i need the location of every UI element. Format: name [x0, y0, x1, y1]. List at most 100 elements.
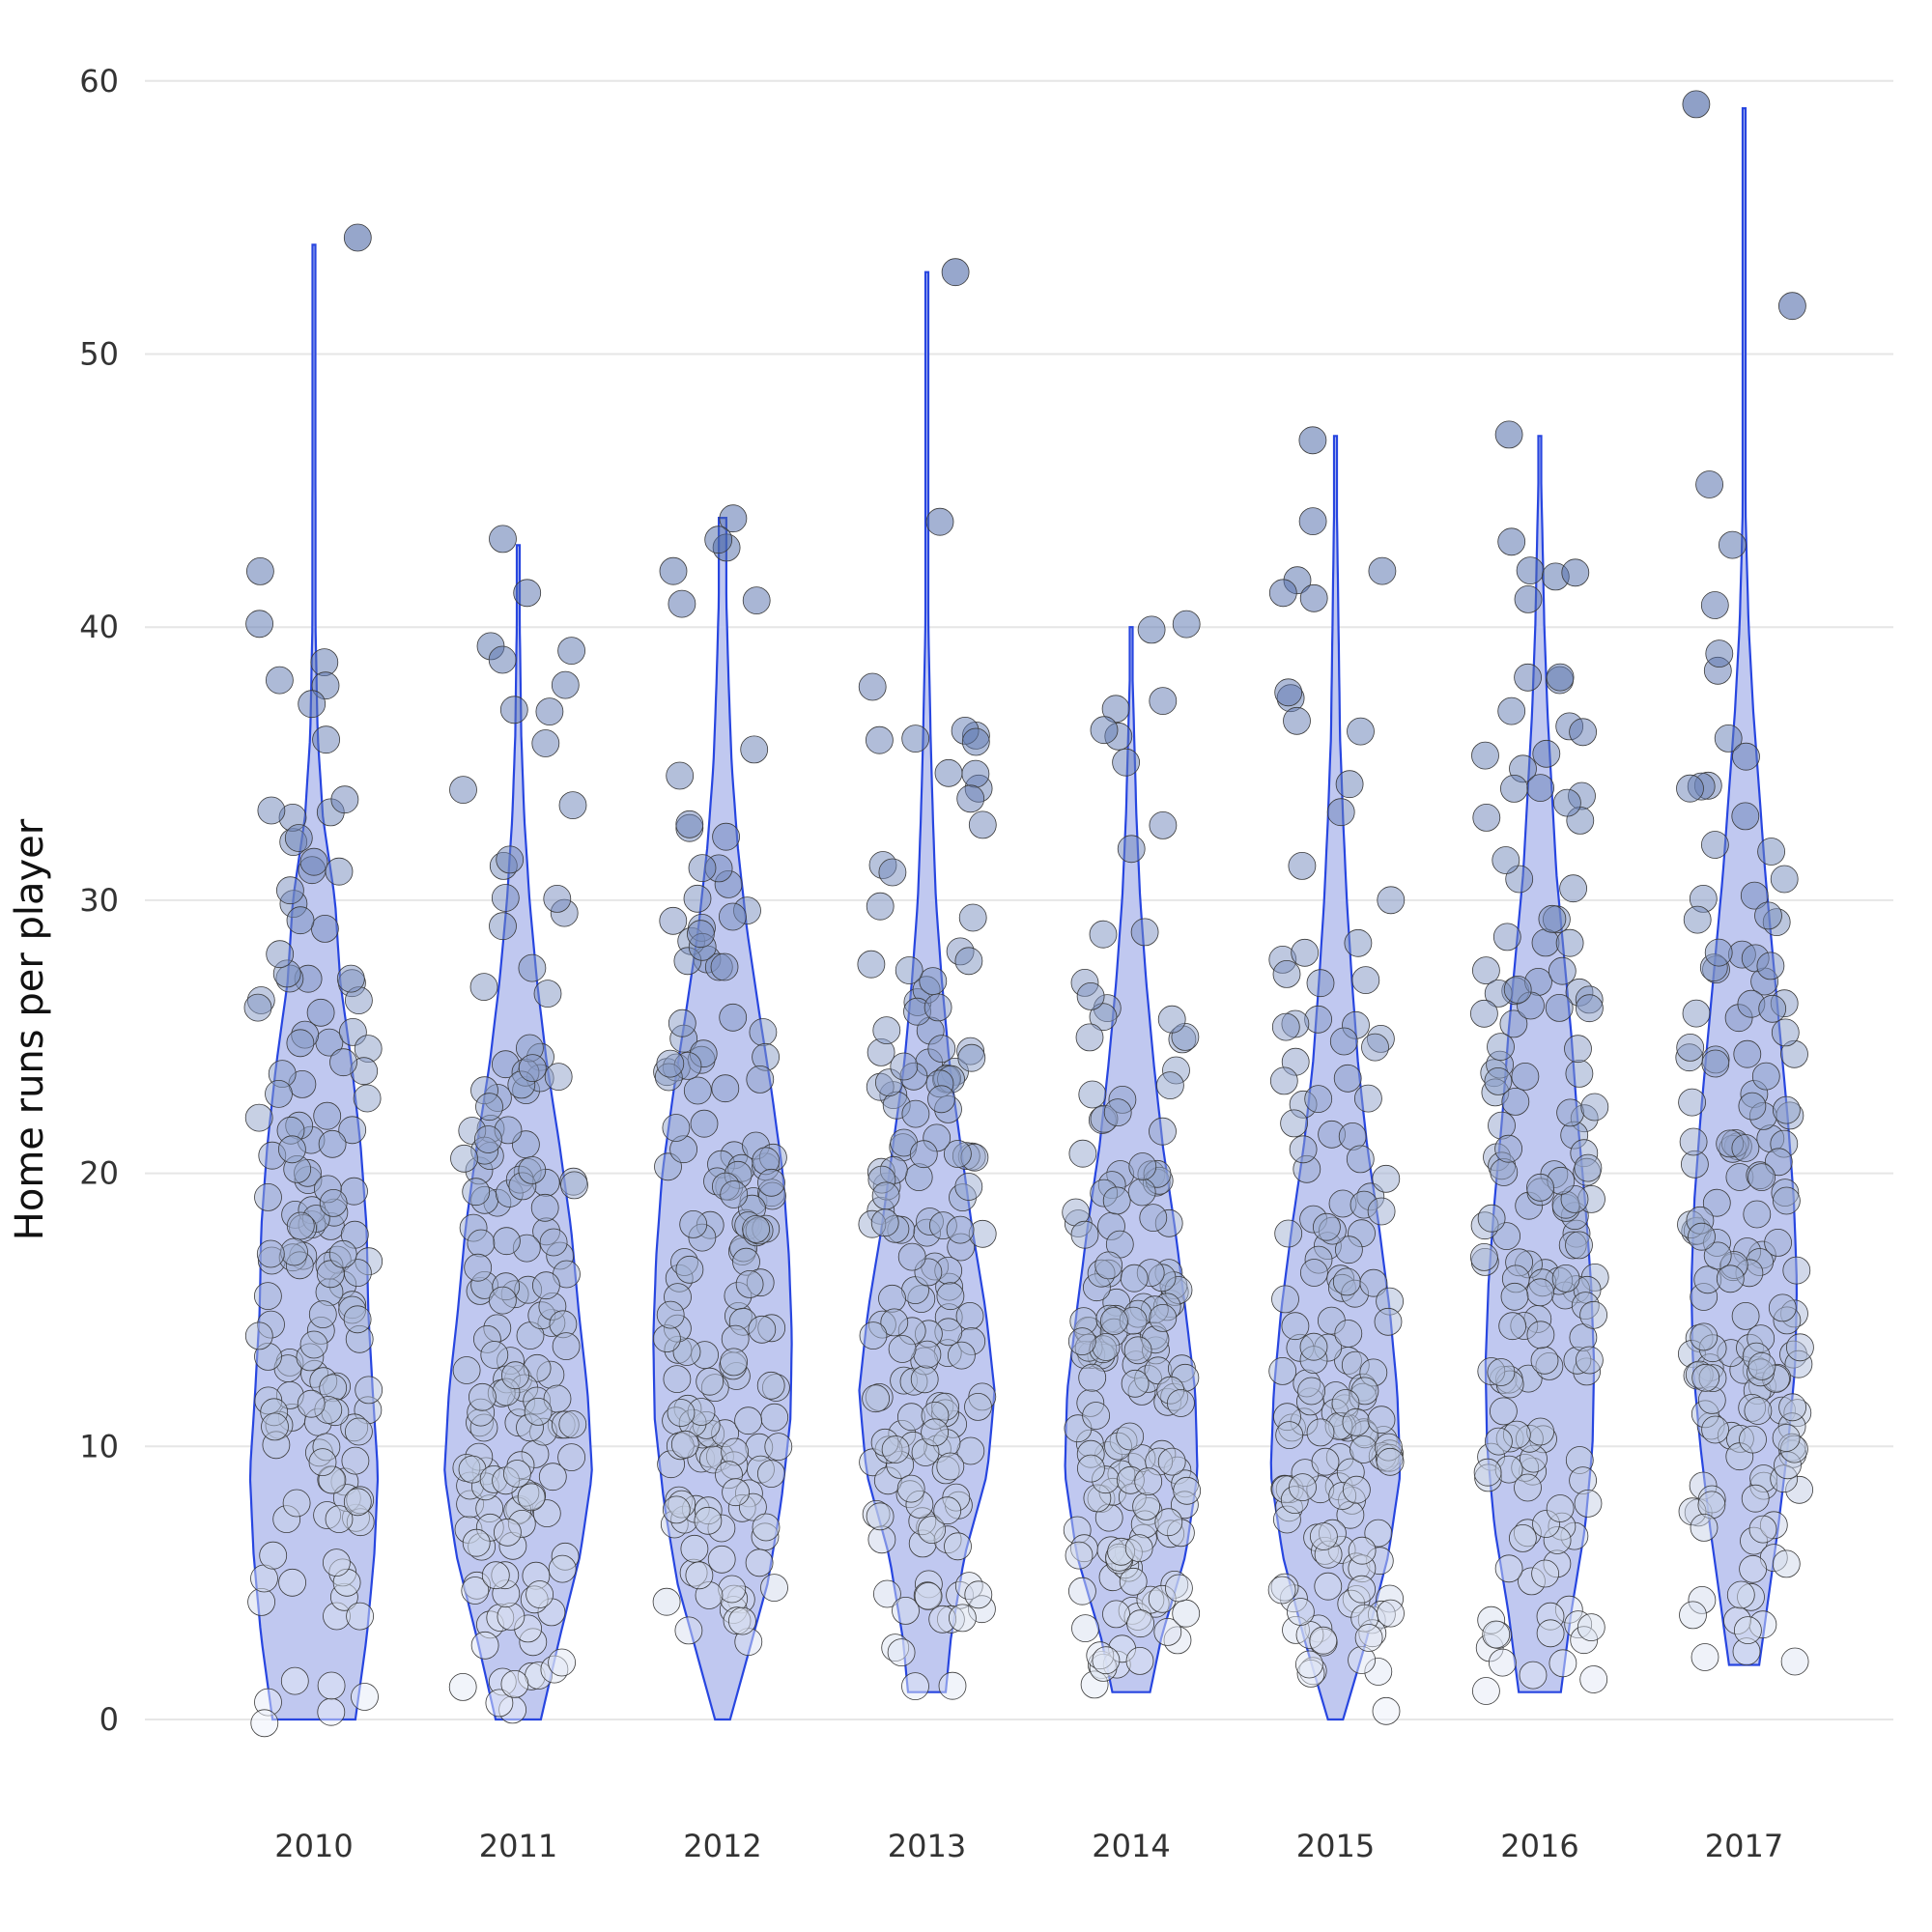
- data-point: [1335, 770, 1364, 799]
- data-point: [1359, 1268, 1388, 1297]
- data-point: [745, 1548, 774, 1577]
- data-point: [1132, 1492, 1160, 1520]
- data-point: [1489, 1648, 1517, 1677]
- data-point: [491, 884, 520, 912]
- data-point: [1149, 1304, 1178, 1332]
- data-point: [322, 1548, 351, 1577]
- data-point: [1314, 1572, 1343, 1601]
- data-point: [1500, 1282, 1529, 1311]
- data-point: [760, 1574, 788, 1602]
- data-point: [1555, 928, 1584, 957]
- data-point: [921, 1418, 949, 1447]
- data-point: [1536, 1619, 1565, 1648]
- data-point: [462, 1528, 491, 1557]
- data-point: [873, 1579, 901, 1608]
- data-point: [1579, 1665, 1608, 1693]
- data-point: [1768, 1293, 1797, 1322]
- data-point: [1077, 1454, 1105, 1483]
- data-point: [748, 1315, 777, 1344]
- data-point: [1772, 1549, 1801, 1578]
- data-point: [1299, 1332, 1328, 1361]
- data-point: [1101, 695, 1130, 724]
- data-point: [734, 1406, 762, 1435]
- data-point: [1574, 1490, 1603, 1518]
- data-point: [964, 1393, 992, 1421]
- data-point: [720, 1180, 749, 1208]
- data-point: [297, 1389, 326, 1418]
- data-point: [282, 1489, 311, 1518]
- data-point: [557, 637, 585, 665]
- data-point: [543, 885, 572, 913]
- data-point: [1313, 1212, 1341, 1241]
- data-point: [857, 950, 886, 979]
- data-point: [1082, 1402, 1110, 1430]
- data-point: [467, 1229, 496, 1258]
- data-point: [1771, 1018, 1800, 1047]
- y-tick-labels: 0 10 20 30 40 50 60: [79, 63, 119, 1738]
- data-point: [1472, 804, 1501, 832]
- y-tick-label: 20: [79, 1155, 119, 1192]
- data-point: [317, 1671, 346, 1700]
- data-point: [1157, 1447, 1186, 1476]
- data-point: [1335, 1236, 1363, 1264]
- data-point: [1702, 1188, 1731, 1217]
- data-point: [890, 1052, 919, 1081]
- data-point: [312, 725, 341, 754]
- data-point: [728, 1606, 756, 1635]
- data-point: [489, 1286, 517, 1315]
- data-point: [1271, 1285, 1299, 1314]
- data-point: [668, 1009, 696, 1037]
- data-point: [1372, 1696, 1401, 1725]
- data-point: [659, 906, 688, 935]
- x-tick-label-2014: 2014: [1092, 1828, 1170, 1864]
- data-point: [286, 1211, 315, 1240]
- data-point: [1770, 865, 1799, 894]
- data-point: [1124, 1534, 1153, 1562]
- data-point: [1548, 956, 1577, 985]
- data-point: [1310, 1522, 1338, 1550]
- data-point: [897, 1403, 925, 1432]
- data-point: [1773, 1186, 1801, 1215]
- data-point: [1514, 663, 1542, 692]
- data-point: [1070, 1220, 1099, 1249]
- data-point: [1700, 591, 1729, 619]
- data-point: [280, 1666, 309, 1695]
- data-point: [469, 973, 498, 1001]
- data-point: [656, 1049, 685, 1078]
- data-point: [1157, 1005, 1186, 1034]
- data-point: [1267, 1576, 1296, 1605]
- data-point: [1739, 1554, 1767, 1583]
- data-point: [317, 1697, 346, 1726]
- data-point: [1272, 960, 1301, 988]
- data-point: [494, 1518, 522, 1547]
- data-point: [338, 1116, 367, 1145]
- data-point: [489, 525, 517, 554]
- x-tick-label-2011: 2011: [479, 1828, 557, 1864]
- data-point: [707, 1545, 736, 1574]
- data-point: [1472, 956, 1500, 984]
- data-point: [1139, 1204, 1168, 1232]
- data-point: [887, 1638, 916, 1666]
- data-point: [560, 1171, 588, 1200]
- data-point: [683, 884, 712, 913]
- data-point: [756, 1371, 785, 1400]
- data-point: [909, 1140, 938, 1169]
- data-point: [1497, 696, 1526, 725]
- data-point: [1754, 901, 1782, 930]
- data-point: [1705, 639, 1734, 668]
- data-point: [667, 1399, 696, 1427]
- data-point: [1295, 1650, 1323, 1679]
- data-point: [343, 1488, 372, 1517]
- data-point: [1347, 717, 1375, 746]
- data-point: [1354, 1624, 1383, 1652]
- data-point: [468, 1382, 497, 1411]
- data-point: [925, 507, 954, 536]
- data-point: [1149, 687, 1178, 715]
- data-point: [866, 725, 894, 754]
- data-point: [1112, 748, 1140, 777]
- data-point: [1490, 1397, 1518, 1426]
- data-point: [1580, 1093, 1609, 1122]
- data-point: [278, 1568, 307, 1597]
- data-point: [859, 1321, 888, 1350]
